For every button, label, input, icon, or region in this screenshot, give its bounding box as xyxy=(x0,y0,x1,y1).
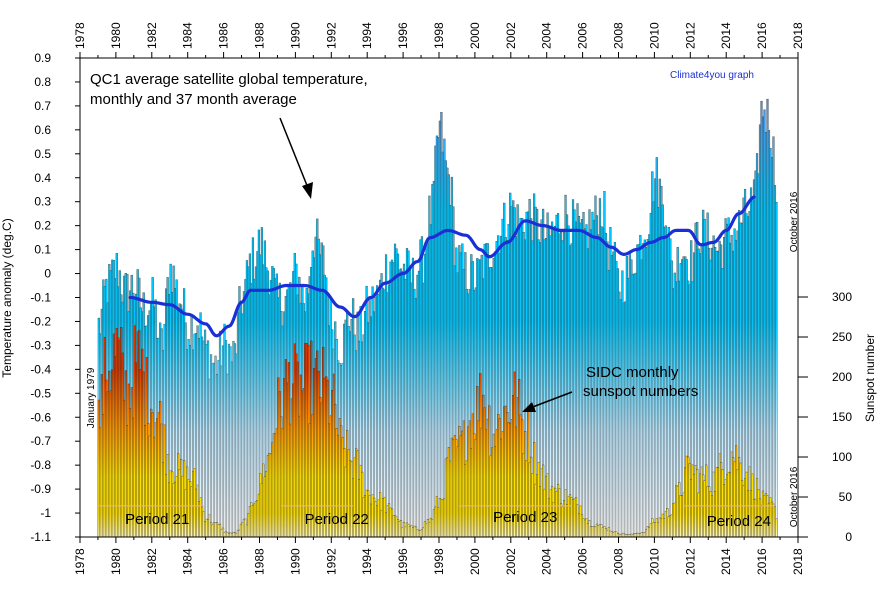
x-tick-label-bottom: 1988 xyxy=(253,548,267,575)
x-tick-label-bottom: 1994 xyxy=(360,548,374,575)
y-left-tick-label: -0.4 xyxy=(30,362,51,376)
x-tick-label-top: 2012 xyxy=(683,22,697,49)
period-label: Period 21 xyxy=(125,511,189,528)
title-arrow xyxy=(279,117,313,199)
title-line-1: QC1 average satellite global temperature… xyxy=(90,71,368,88)
y-left-tick-label: -0.7 xyxy=(30,434,51,448)
x-tick-label-top: 1988 xyxy=(253,22,267,49)
x-tick-label-bottom: 1990 xyxy=(288,548,302,575)
x-tick-label-top: 2010 xyxy=(647,22,661,49)
end-date-note-bottom: October 2016 xyxy=(789,466,800,527)
period-label: Period 24 xyxy=(707,513,771,530)
x-tick-label-top: 1994 xyxy=(360,22,374,49)
y-left-tick-label: 0.9 xyxy=(34,51,51,65)
y-right-tick-label: 250 xyxy=(832,330,852,344)
x-tick-label-bottom: 1984 xyxy=(181,548,195,575)
y-right-tick-label: 50 xyxy=(839,490,853,504)
x-tick-label-top: 1982 xyxy=(145,22,159,49)
temperature-37-month-average-line xyxy=(128,195,756,338)
period-labels: Period 21 Period 22 Period 23 Period 24 xyxy=(125,509,771,530)
sunspot-bars xyxy=(97,325,778,537)
y-right-tick-label: 150 xyxy=(832,410,852,424)
sunspot-annotation-line-1: SIDC monthly xyxy=(586,364,679,381)
start-date-note: January 1979 xyxy=(86,367,97,428)
x-tick-label-top: 2000 xyxy=(468,22,482,49)
y-left-tick-label: 0.2 xyxy=(34,219,51,233)
x-tick-label-top: 2004 xyxy=(540,22,554,49)
x-tick-label-bottom: 2002 xyxy=(504,548,518,575)
x-tick-label-bottom: 2000 xyxy=(468,548,482,575)
x-tick-label-bottom: 1998 xyxy=(432,548,446,575)
y-left-tick-label: -0.2 xyxy=(30,314,51,328)
y-left-tick-label: 0.4 xyxy=(34,171,51,185)
y-left-tick-label: -0.1 xyxy=(30,291,51,305)
x-tick-label-bottom: 1992 xyxy=(324,548,338,575)
x-tick-label-top: 2018 xyxy=(791,22,805,49)
x-tick-label-top: 2014 xyxy=(719,22,733,49)
y-left-tick-label: 0.7 xyxy=(34,99,51,113)
x-tick-label-bottom: 2018 xyxy=(791,548,805,575)
x-tick-label-top: 1984 xyxy=(181,22,195,49)
y-left-tick-label: 0.8 xyxy=(34,75,51,89)
credit-label: Climate4you graph xyxy=(670,70,754,81)
x-tick-label-bottom: 1980 xyxy=(109,548,123,575)
temperature-bar xyxy=(775,202,778,537)
x-tick-label-top: 1990 xyxy=(288,22,302,49)
x-tick-label-top: 2002 xyxy=(504,22,518,49)
y-axis-left: 0.9 0.8 0.7 0.6 0.5 0.4 0.3 0.2 0.1 0 -0.1 -0.2 -0.3… xyxy=(30,51,80,544)
x-tick-label-top: 2006 xyxy=(576,22,590,49)
x-tick-label-bottom: 2004 xyxy=(540,548,554,575)
y-left-tick-label: -1 xyxy=(40,506,51,520)
y-left-tick-label: 0.3 xyxy=(34,195,51,209)
x-tick-label-top: 1996 xyxy=(396,22,410,49)
y-right-tick-label: 200 xyxy=(832,370,852,384)
y-left-tick-label: -1.1 xyxy=(30,530,51,544)
x-tick-label-bottom: 2010 xyxy=(647,548,661,575)
x-tick-label-bottom: 2008 xyxy=(612,548,626,575)
x-tick-label-top: 1980 xyxy=(109,22,123,49)
y-right-tick-label: 300 xyxy=(832,290,852,304)
sunspot-annotation-line-2: sunspot numbers xyxy=(583,383,698,400)
title-line-2: monthly and 37 month average xyxy=(90,91,297,108)
y-left-tick-label: 0.5 xyxy=(34,147,51,161)
y-left-tick-label: 0.6 xyxy=(34,123,51,137)
x-tick-label-bottom: 2012 xyxy=(683,548,697,575)
y-left-tick-label: -0.9 xyxy=(30,482,51,496)
x-tick-label-bottom: 1986 xyxy=(217,548,231,575)
period-label: Period 22 xyxy=(305,511,369,528)
end-date-note-top: October 2016 xyxy=(789,191,800,252)
period-label: Period 23 xyxy=(493,509,557,526)
y-right-tick-label: 100 xyxy=(832,450,852,464)
y-right-tick-label: 0 xyxy=(845,530,852,544)
x-tick-label-top: 1992 xyxy=(324,22,338,49)
y-axis-right: 300 250 200 150 100 50 0 xyxy=(797,290,853,544)
sunspot-bar xyxy=(775,518,778,537)
x-tick-label-bottom: 2014 xyxy=(719,548,733,575)
x-tick-label-bottom: 1996 xyxy=(396,548,410,575)
y-left-tick-label: -0.6 xyxy=(30,410,51,424)
x-axis-top: 1978 1980 1982 1984 1986 1988 1990 1992 1994 1996… xyxy=(73,22,805,58)
temperature-bars xyxy=(97,98,778,537)
x-tick-label-top: 1978 xyxy=(73,22,87,49)
sunspot-arrow xyxy=(522,391,573,412)
x-tick-label-bottom: 2006 xyxy=(576,548,590,575)
x-tick-label-top: 1986 xyxy=(217,22,231,49)
x-tick-label-bottom: 1982 xyxy=(145,548,159,575)
y-axis-right-title: Sunspot number xyxy=(863,334,877,422)
y-left-tick-label: -0.8 xyxy=(30,458,51,472)
x-tick-label-top: 2008 xyxy=(612,22,626,49)
y-axis-left-title: Temperature anomaly (deg.C) xyxy=(0,218,14,377)
y-left-tick-label: 0 xyxy=(44,267,51,281)
y-left-tick-label: 0.1 xyxy=(34,243,51,257)
y-left-tick-label: -0.3 xyxy=(30,338,51,352)
x-tick-label-top: 2016 xyxy=(755,22,769,49)
x-tick-label-bottom: 1978 xyxy=(73,548,87,575)
x-tick-label-bottom: 2016 xyxy=(755,548,769,575)
x-axis-bottom: 1978 1980 1982 1984 1986 1988 1990 1992 1994 1996… xyxy=(73,537,805,575)
x-tick-label-top: 1998 xyxy=(432,22,446,49)
y-left-tick-label: -0.5 xyxy=(30,386,51,400)
